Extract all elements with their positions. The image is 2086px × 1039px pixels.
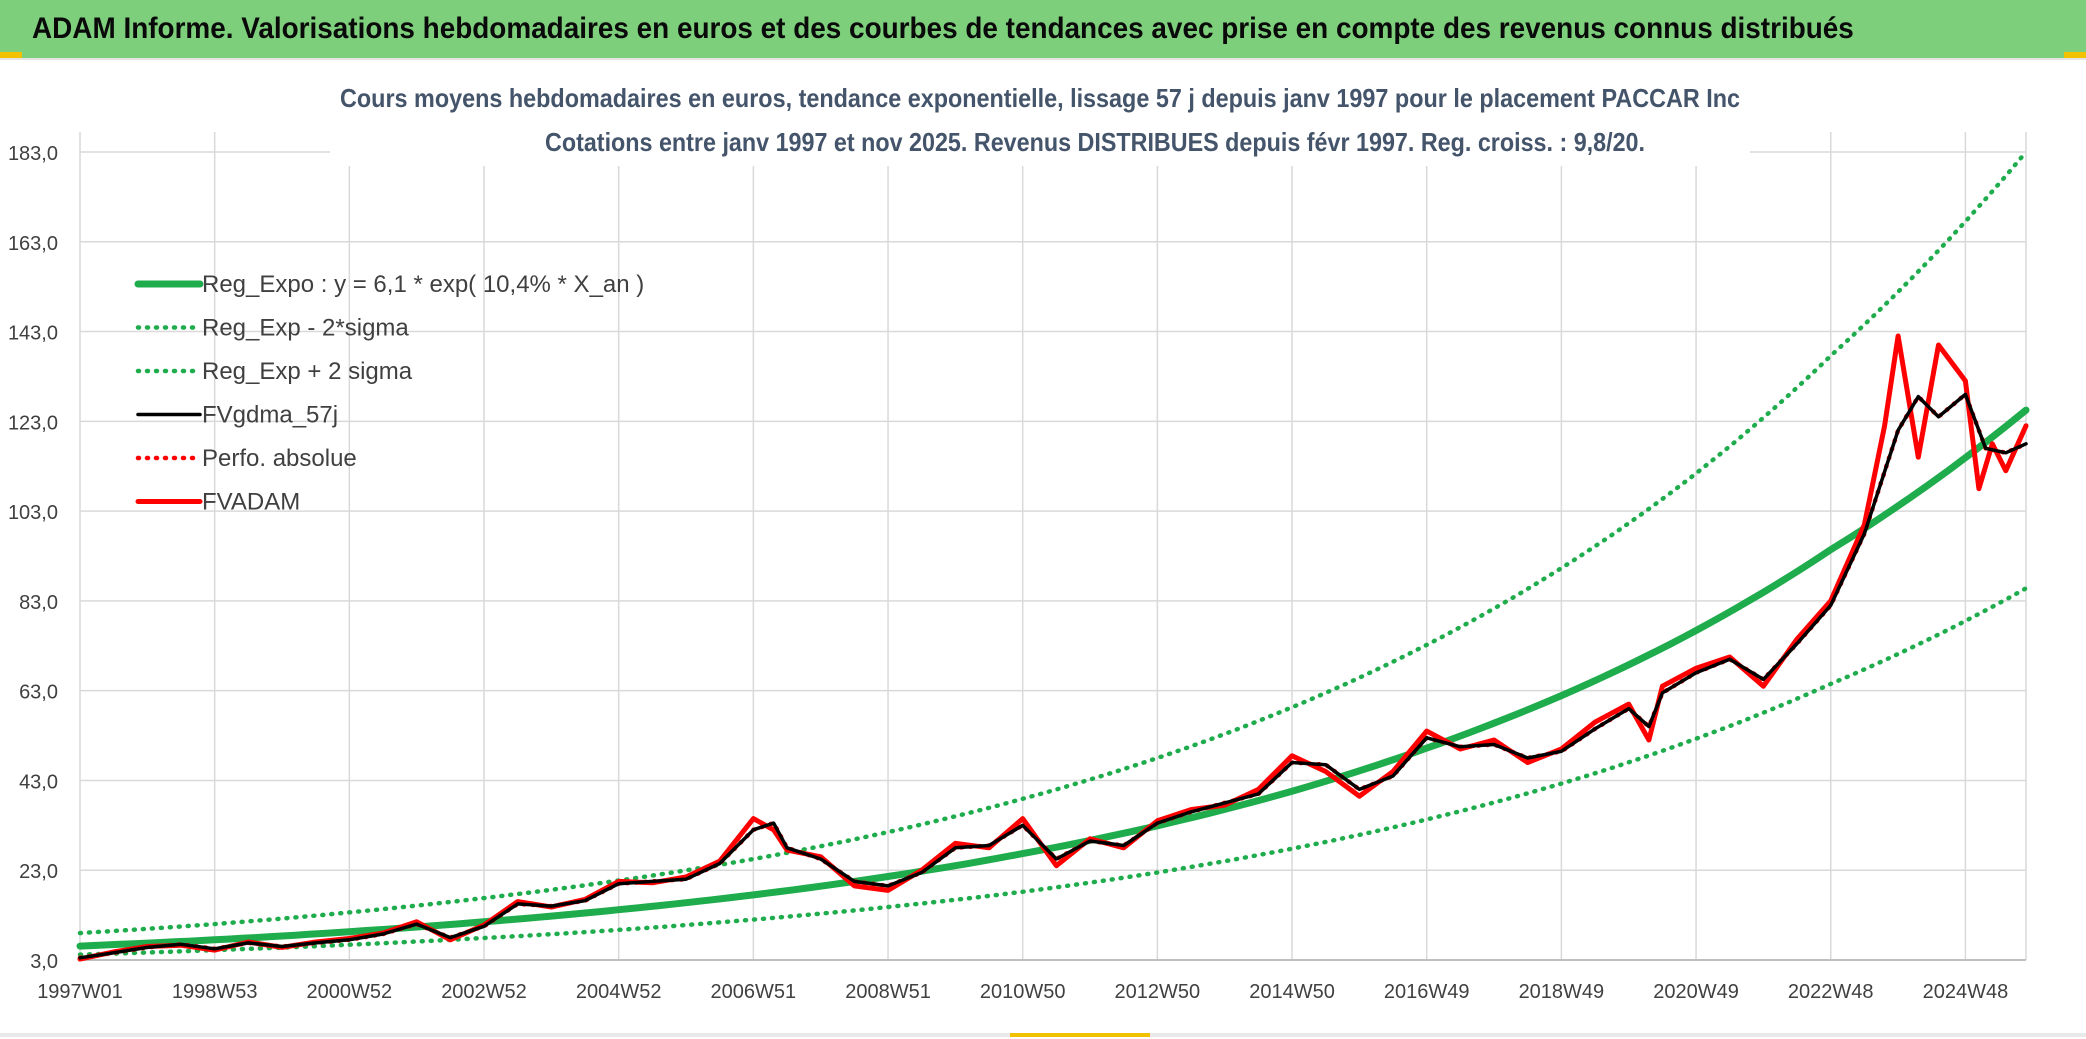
chart-area: 3,0 23,0 43,0 63,0 83,0 103,0 123,0 143,0 163,0 1… — [0, 58, 2086, 1037]
corner-marker-left — [0, 52, 22, 58]
series-lines — [76, 149, 2030, 962]
y-tick-label: 83,0 — [19, 592, 58, 614]
y-tick-label: 143,0 — [8, 323, 58, 345]
series-line-4 — [77, 392, 2029, 961]
x-tick-label: 2020W49 — [1653, 981, 1739, 1003]
x-tick-label: 1998W53 — [172, 981, 258, 1003]
x-axis: 1997W01 1998W53 2000W52 2002W52 2004W52 2006W… — [37, 959, 2026, 1003]
line-chart: 3,0 23,0 43,0 63,0 83,0 103,0 123,0 143,0 163,0 1… — [8, 66, 2030, 1003]
y-tick-label: 43,0 — [19, 771, 58, 793]
series-line-1 — [77, 586, 2029, 957]
x-tick-label: 2012W50 — [1115, 981, 1201, 1003]
legend-label: FVADAM — [202, 489, 300, 516]
series-line-5 — [77, 333, 2029, 962]
x-tick-label: 2010W50 — [980, 981, 1066, 1003]
x-tick-label: 2022W48 — [1788, 981, 1874, 1003]
x-tick-label: 2016W49 — [1384, 981, 1470, 1003]
x-tick-label: 2006W51 — [711, 981, 797, 1003]
chart-subtitle: Cotations entre janv 1997 et nov 2025. R… — [545, 127, 1645, 157]
x-tick-label: 2024W48 — [1923, 981, 2009, 1003]
y-tick-label: 183,0 — [8, 143, 58, 165]
legend-label: Reg_Exp + 2 sigma — [202, 358, 413, 385]
x-tick-label: 2018W49 — [1519, 981, 1605, 1003]
y-tick-label: 103,0 — [8, 502, 58, 524]
x-tick-label: 2000W52 — [307, 981, 393, 1003]
y-tick-label: 23,0 — [19, 861, 58, 883]
legend-label: Reg_Exp - 2*sigma — [202, 315, 409, 342]
legend-label: Reg_Expo : y = 6,1 * exp( 10,4% * X_an ) — [202, 271, 644, 298]
bottom-marker — [1010, 1033, 1150, 1037]
legend-label: Perfo. absolue — [202, 445, 357, 472]
series-line-2 — [77, 149, 2029, 936]
series-line-0 — [76, 406, 2030, 950]
y-tick-label: 63,0 — [19, 682, 58, 704]
title-backdrop — [330, 66, 1750, 166]
series-line-3 — [78, 392, 2028, 960]
legend-label: FVgdma_57j — [202, 402, 338, 429]
chart-legend: Reg_Expo : y = 6,1 * exp( 10,4% * X_an )… — [134, 271, 644, 516]
x-tick-label: 2004W52 — [576, 981, 662, 1003]
x-tick-label: 2014W50 — [1249, 981, 1335, 1003]
corner-marker-right — [2064, 52, 2086, 58]
report-title: ADAM Informe. Valorisations hebdomadaire… — [32, 12, 1854, 45]
chart-title: Cours moyens hebdomadaires en euros, ten… — [340, 83, 1740, 113]
y-tick-label: 163,0 — [8, 233, 58, 255]
x-tick-label: 2008W51 — [845, 981, 931, 1003]
x-tick-label: 1997W01 — [37, 981, 123, 1003]
y-axis: 3,0 23,0 43,0 63,0 83,0 103,0 123,0 143,0 163,0 1… — [8, 143, 58, 973]
grid-lines — [79, 132, 2027, 961]
y-tick-label: 123,0 — [8, 412, 58, 434]
y-tick-label: 3,0 — [30, 951, 58, 973]
report-banner: ADAM Informe. Valorisations hebdomadaire… — [0, 0, 2086, 58]
x-tick-label: 2002W52 — [441, 981, 527, 1003]
